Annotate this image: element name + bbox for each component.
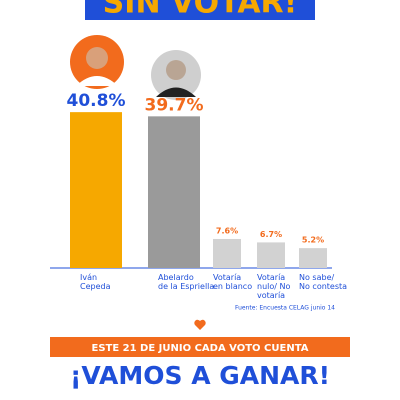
bar [213, 238, 241, 268]
value-label: 39.7% [145, 95, 204, 115]
chart-title: SIN VOTAR! [103, 0, 298, 21]
photo-body [76, 76, 118, 86]
heart-icon [194, 319, 206, 330]
slogan: ¡VAMOS A GANAR! [70, 361, 330, 390]
category-label: Votaría nulo/ No votaría [257, 273, 291, 300]
banner-text: ESTE 21 DE JUNIO CADA VOTO CUENTA [91, 343, 308, 354]
category-label: Abelardo de la Espriella [158, 273, 215, 291]
category-label: Iván Cepeda [80, 273, 111, 291]
bar [257, 242, 285, 268]
source: Fuente: Encuesta CELAG junio 14 [235, 305, 335, 312]
bar [148, 116, 200, 268]
photo-face [86, 47, 108, 69]
value-label: 6.7% [260, 230, 282, 239]
bar [299, 248, 327, 268]
value-label: 7.6% [216, 226, 238, 235]
photo-face [166, 60, 186, 80]
category-label: No sabe/ No contesta [299, 273, 348, 291]
value-label: 40.8% [67, 91, 126, 111]
value-label: 5.2% [302, 236, 324, 245]
photo-body [156, 87, 196, 97]
banner-bg [50, 337, 350, 357]
top-banner [85, 0, 315, 20]
category-label: Votaría en blanco [213, 273, 253, 291]
bar [70, 112, 122, 268]
